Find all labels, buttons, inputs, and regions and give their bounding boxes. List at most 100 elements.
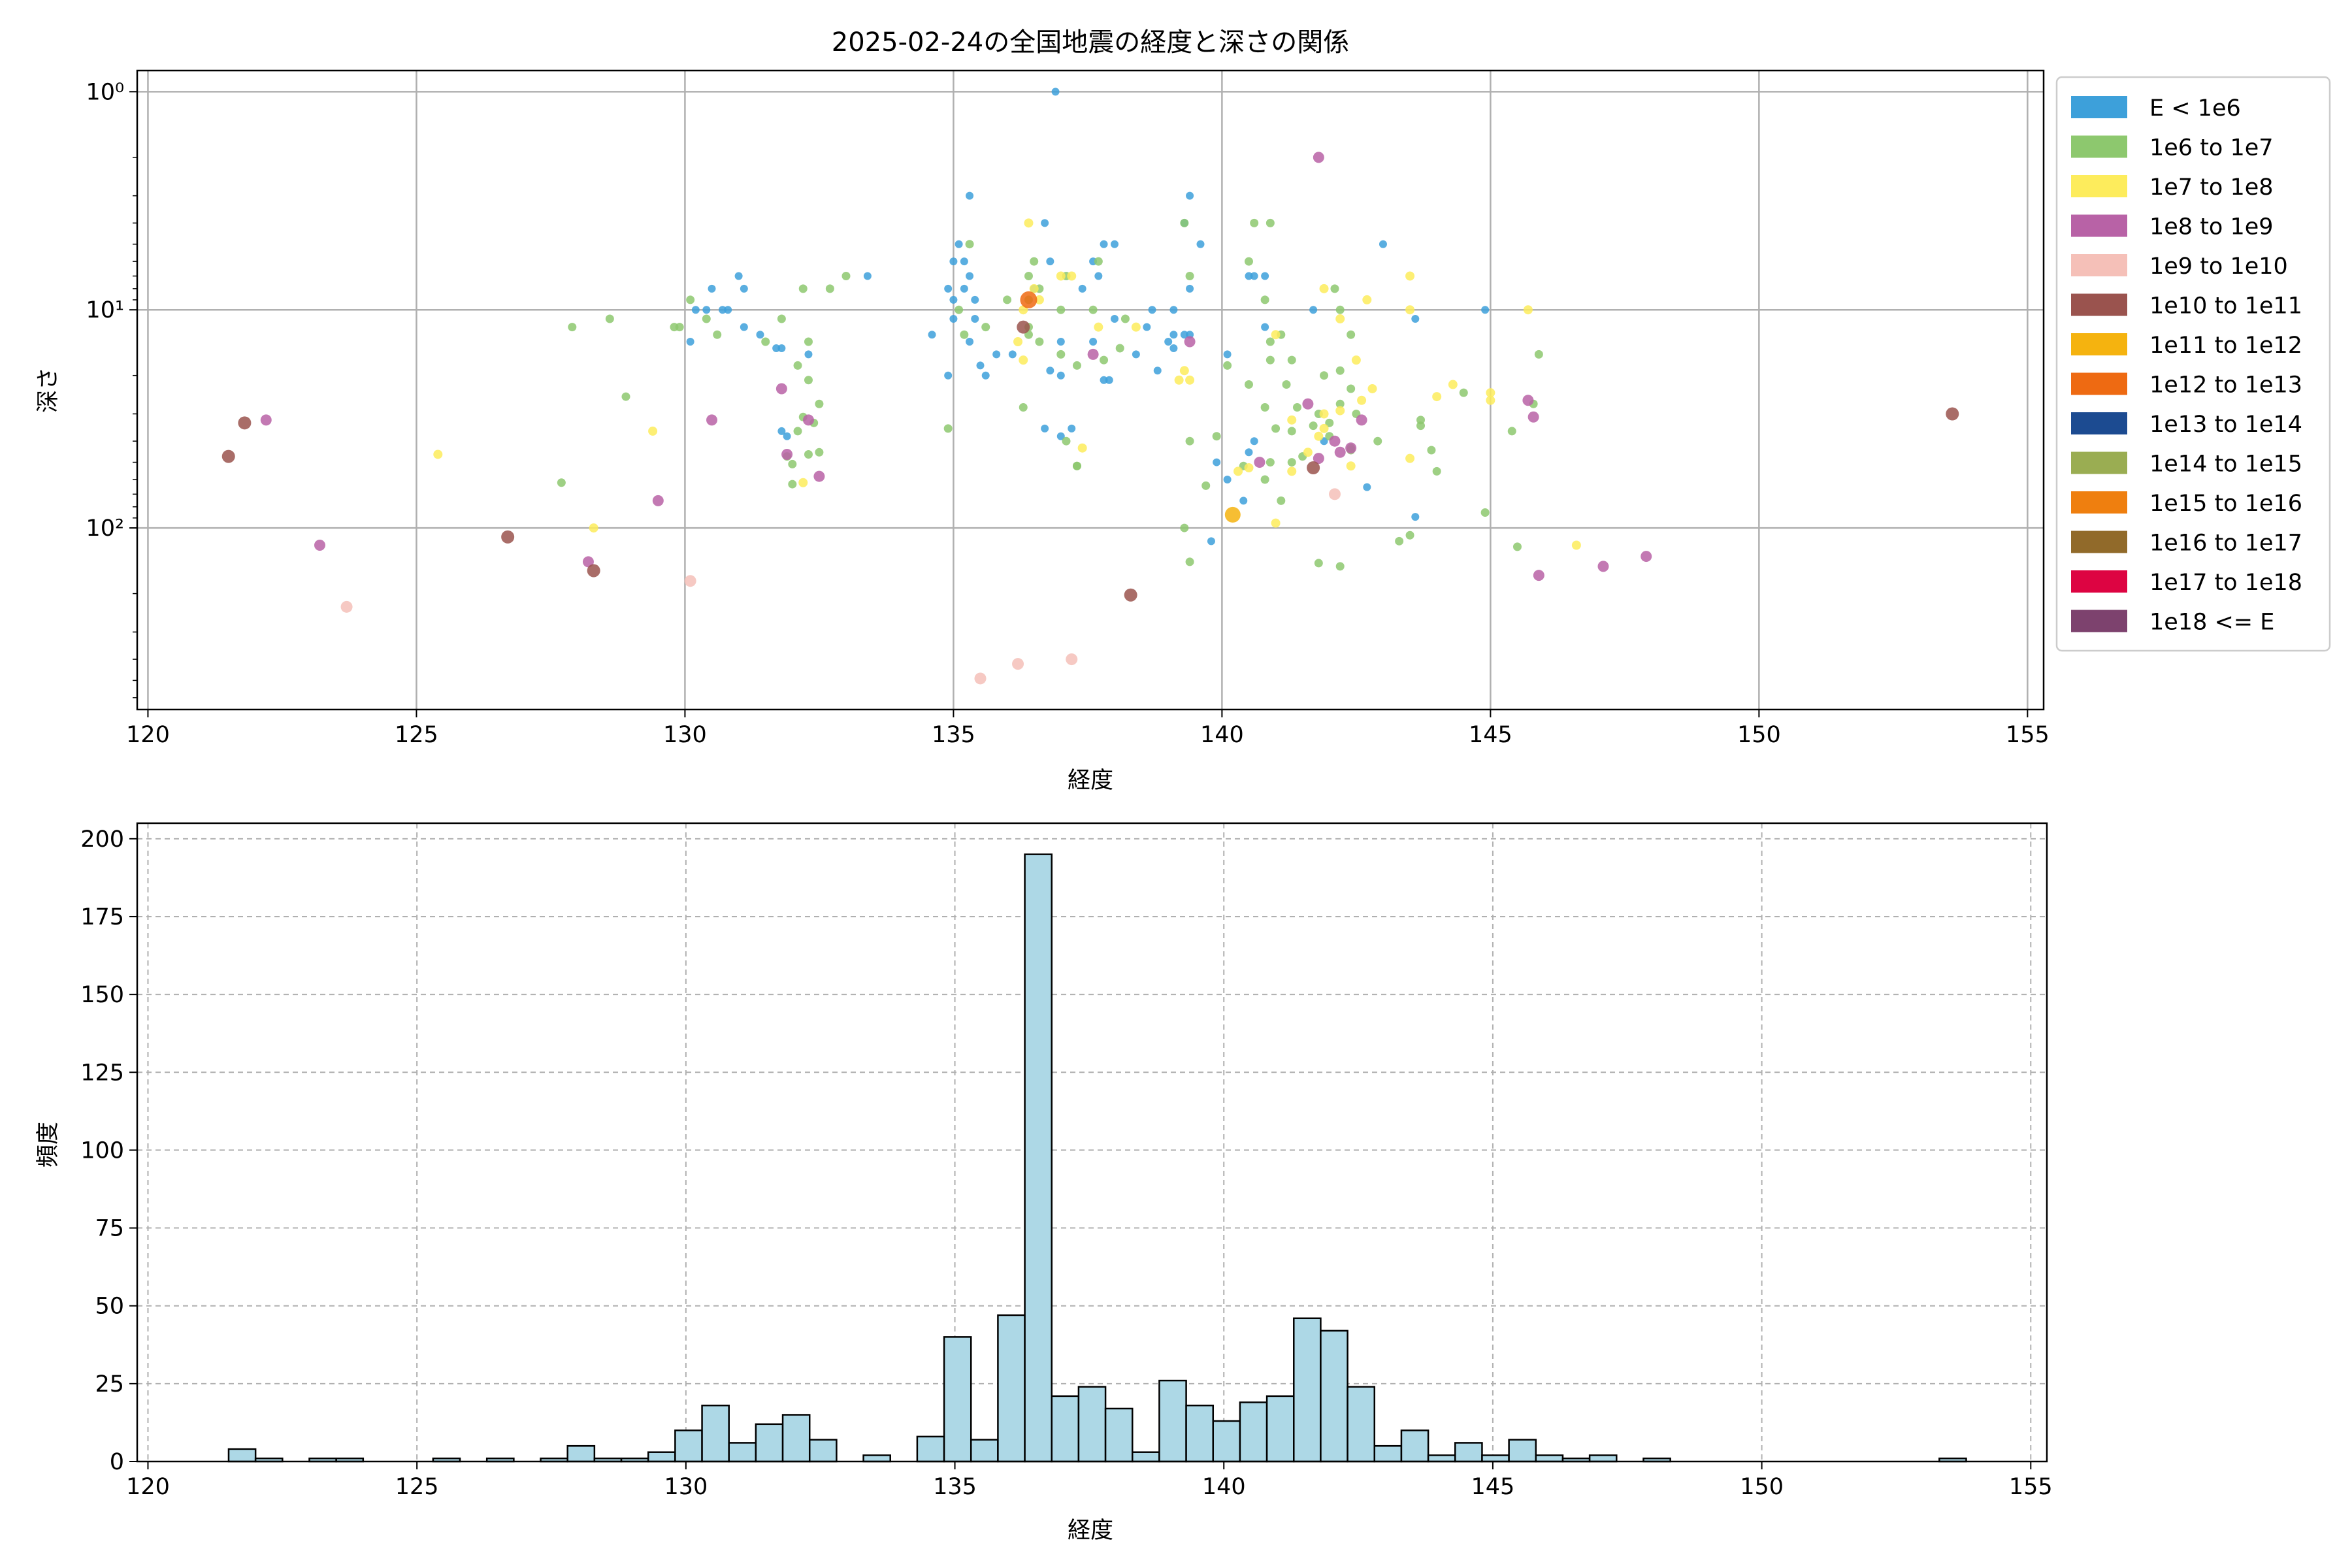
scatter-point [825,284,834,293]
legend-label: 1e15 to 1e16 [2149,491,2302,517]
scatter-axes-frame [136,69,2045,711]
histogram-bar [755,1423,784,1463]
scatter-point [1405,531,1414,540]
scatter-point [1100,376,1108,384]
scatter-point [1411,315,1420,323]
histogram-bar [1104,1407,1134,1463]
scatter-point [314,539,325,551]
histogram-bar [1024,853,1053,1463]
scatter-point [568,323,577,332]
scatter-point [949,315,958,323]
histogram-bar [1185,1404,1215,1463]
scatter-point [1329,435,1341,447]
scatter-point [1201,481,1211,490]
scatter-point [1416,416,1426,425]
histogram-bar [1588,1454,1618,1463]
scatter-point [1110,240,1119,248]
scatter-point [1143,323,1151,331]
scatter-point [1051,88,1060,96]
scatter-x-tick-label: 135 [932,722,975,748]
scatter-point [1486,388,1495,398]
scatter-point [1641,551,1652,563]
scatter-point [1034,295,1044,304]
scatter-point [1287,427,1296,436]
scatter-point [928,331,936,339]
scatter-y-axis-label: 深さ [35,367,61,413]
scatter-point [1169,344,1178,352]
scatter-point [652,495,664,506]
histogram-bar [1077,1386,1107,1463]
scatter-x-tick-label: 155 [2006,722,2050,748]
histogram-bar [1427,1454,1456,1463]
scatter-point [1213,458,1221,466]
scatter-point [777,427,786,435]
scatter-point [960,330,969,339]
scatter-point [1030,257,1039,266]
legend-swatch [2071,610,2127,632]
legend-swatch [2071,372,2127,395]
histogram-bar [1320,1330,1348,1463]
scatter-x-tick-label: 120 [126,722,170,748]
scatter-point [1088,305,1098,314]
scatter-point [1345,442,1357,454]
scatter-point [788,459,797,468]
scatter-point [1405,271,1415,281]
scatter-point [1186,191,1194,200]
scatter-point [949,295,958,304]
histogram-bar [1239,1401,1268,1463]
scatter-point [1303,448,1313,457]
scatter-point [1480,508,1490,517]
scatter-point [793,427,802,436]
legend-label: 1e12 to 1e13 [2149,372,2302,399]
scatter-point [713,330,722,339]
scatter-point [1056,371,1065,380]
histogram-gridlines [137,823,2047,1462]
scatter-point [955,305,964,314]
histogram-bar [1293,1317,1322,1463]
scatter-point [1946,407,1959,421]
scatter-point [1250,437,1258,446]
scatter-point [1245,272,1253,280]
legend-swatch [2071,96,2127,118]
scatter-point [1056,350,1066,359]
scatter-point [1120,314,1130,323]
scatter-point [557,478,566,487]
scatter-point [1362,295,1372,304]
scatter-point [1019,402,1028,412]
scatter-point [1266,337,1275,346]
scatter-point [1245,448,1253,457]
scatter-point [621,392,630,401]
histogram-bar [1158,1379,1187,1463]
histogram-y-tick-label: 100 [80,1137,124,1164]
scatter-point [1224,506,1241,523]
scatter-point [260,414,272,426]
scatter-point [1571,540,1581,550]
scatter-point [740,284,748,293]
legend-label: 1e17 to 1e18 [2149,570,2302,596]
histogram-x-ticks: 120 125 130 135 140 145 150 155 [126,1462,2053,1500]
scatter-point [1335,366,1345,375]
scatter-point [976,361,985,370]
legend-frame [2055,76,2331,652]
scatter-x-tick-label: 130 [663,722,707,748]
scatter-point [1522,395,1534,406]
histogram-y-tick-label: 125 [80,1060,124,1086]
scatter-point [949,257,958,266]
histogram-bar [227,1448,257,1463]
scatter-point [1062,436,1071,446]
scatter-point [1356,414,1367,426]
histogram-bar [674,1429,703,1463]
scatter-point [1180,331,1188,339]
scatter-point [1405,305,1415,315]
scatter-point [1066,653,1078,666]
histogram-x-tick-label: 130 [664,1474,708,1500]
scatter-x-tick-label: 125 [395,722,438,748]
scatter-point [1115,344,1124,353]
legend-label: 1e7 to 1e8 [2149,174,2274,201]
scatter-point [1507,427,1516,436]
scatter-point [1411,513,1420,521]
scatter-point [1448,380,1458,389]
scatter-point [965,240,974,249]
scatter-point [1335,305,1345,314]
scatter-point [1110,315,1119,323]
